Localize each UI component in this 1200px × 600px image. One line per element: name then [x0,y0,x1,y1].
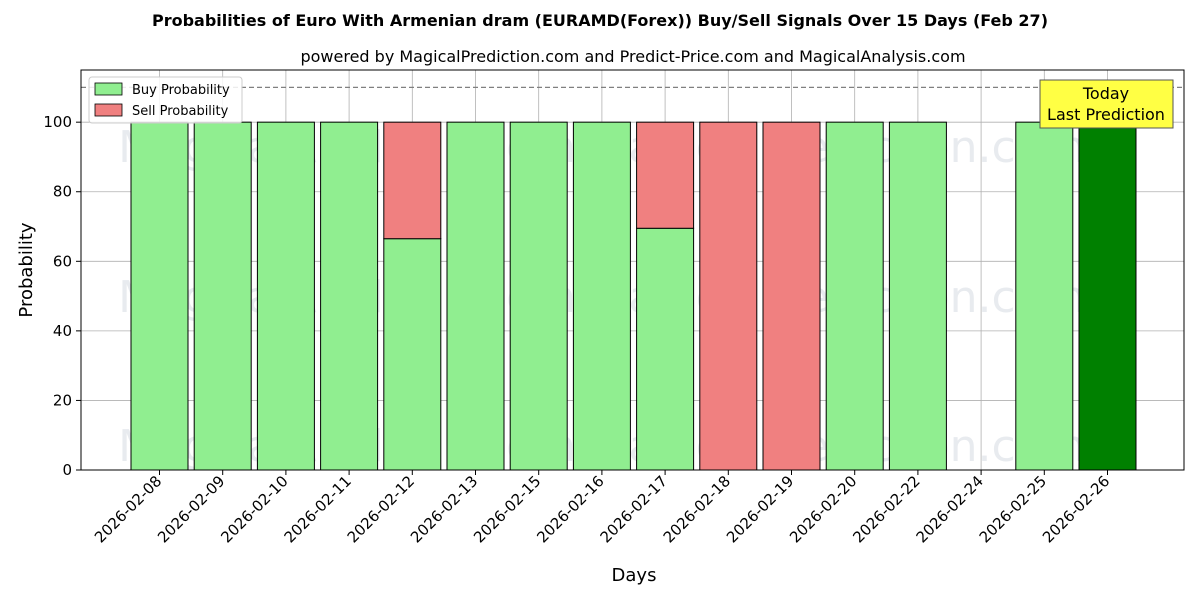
buy-bar [446,121,505,471]
y-tick-label: 0 [62,461,72,479]
plot-frame [80,69,1185,471]
today-annotation: Today Last Prediction [1039,79,1174,129]
y-tick-label: 40 [53,322,72,340]
buy-bar [636,227,695,471]
x-tick-label: 2026-02-19 [723,472,797,546]
legend-box [88,76,243,124]
buy-bar [320,121,379,471]
buy-bar [383,238,442,471]
x-tick-label: 2026-02-09 [154,472,228,546]
sell-bar [636,121,695,229]
buy-bar [130,121,189,471]
buy-bar [572,121,631,471]
legend-sell-label: Sell Probability [132,104,229,119]
buy-bar [509,121,568,471]
x-tick-label: 2026-02-13 [407,472,481,546]
annotation-box [1039,79,1174,129]
x-tick-label: 2026-02-17 [597,472,671,546]
legend-sell-swatch [94,103,123,117]
x-tick-label: 2026-02-08 [91,472,165,546]
x-tick-label: 2026-02-25 [976,472,1050,546]
annotation-line-2: Last Prediction [1047,105,1165,124]
y-axis-label: Probability [16,222,37,317]
buy-bar [256,121,315,471]
x-tick-label: 2026-02-12 [344,472,418,546]
y-tick-label: 20 [53,391,72,409]
x-tick-label: 2026-02-11 [281,472,355,546]
y-tick-label: 100 [43,113,72,131]
x-tick-label: 2026-02-22 [849,472,923,546]
sell-bar [383,121,442,240]
x-tick-label: 2026-02-15 [470,472,544,546]
x-tick-label: 2026-02-18 [660,472,734,546]
x-tick-label: 2026-02-26 [1039,472,1113,546]
chart-title: Probabilities of Euro With Armenian dram… [152,11,1048,30]
legend: Buy Probability Sell Probability [88,76,243,124]
legend-buy-swatch [94,82,123,96]
x-tick-label: 2026-02-20 [786,472,860,546]
x-tick-label: 2026-02-24 [913,472,987,546]
buy-bar [1078,121,1137,471]
y-tick-label: 60 [53,252,72,270]
buy-bar [825,121,884,471]
bar-layer [130,121,1137,471]
legend-buy-label: Buy Probability [132,83,230,98]
x-tick-label: 2026-02-10 [217,472,291,546]
buy-bar [193,121,252,471]
chart-subtitle: powered by MagicalPrediction.com and Pre… [300,47,965,66]
sell-bar [762,121,821,471]
buy-bar [1015,121,1074,471]
annotation-line-1: Today [1082,84,1129,103]
buy-bar [888,121,947,471]
x-tick-label: 2026-02-16 [533,472,607,546]
y-tick-label: 80 [53,183,72,201]
sell-bar [699,121,758,471]
x-axis-label: Days [612,565,657,586]
